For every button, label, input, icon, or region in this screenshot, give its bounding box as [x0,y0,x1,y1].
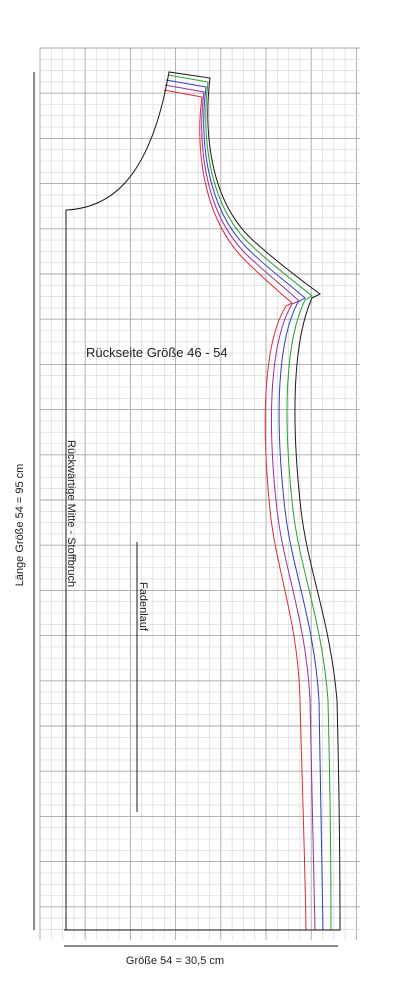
size-line-46 [163,89,307,931]
grainline-label: Fadenlauf [137,582,149,632]
size-line-52 [167,74,332,931]
grid-paper [39,47,360,940]
center-back-label: Rückwärtige Mitte - Stoffbruch [65,440,77,587]
size-line-50 [165,79,324,931]
size-outlines [64,71,341,931]
width-label: Größe 54 = 30,5 cm [126,955,224,967]
size-line-48 [164,84,316,931]
pattern-title: Rückseite Größe 46 - 54 [86,345,228,360]
length-label: Länge Größe 54 = 95 cm [14,464,26,587]
size-line-54 [64,71,341,931]
